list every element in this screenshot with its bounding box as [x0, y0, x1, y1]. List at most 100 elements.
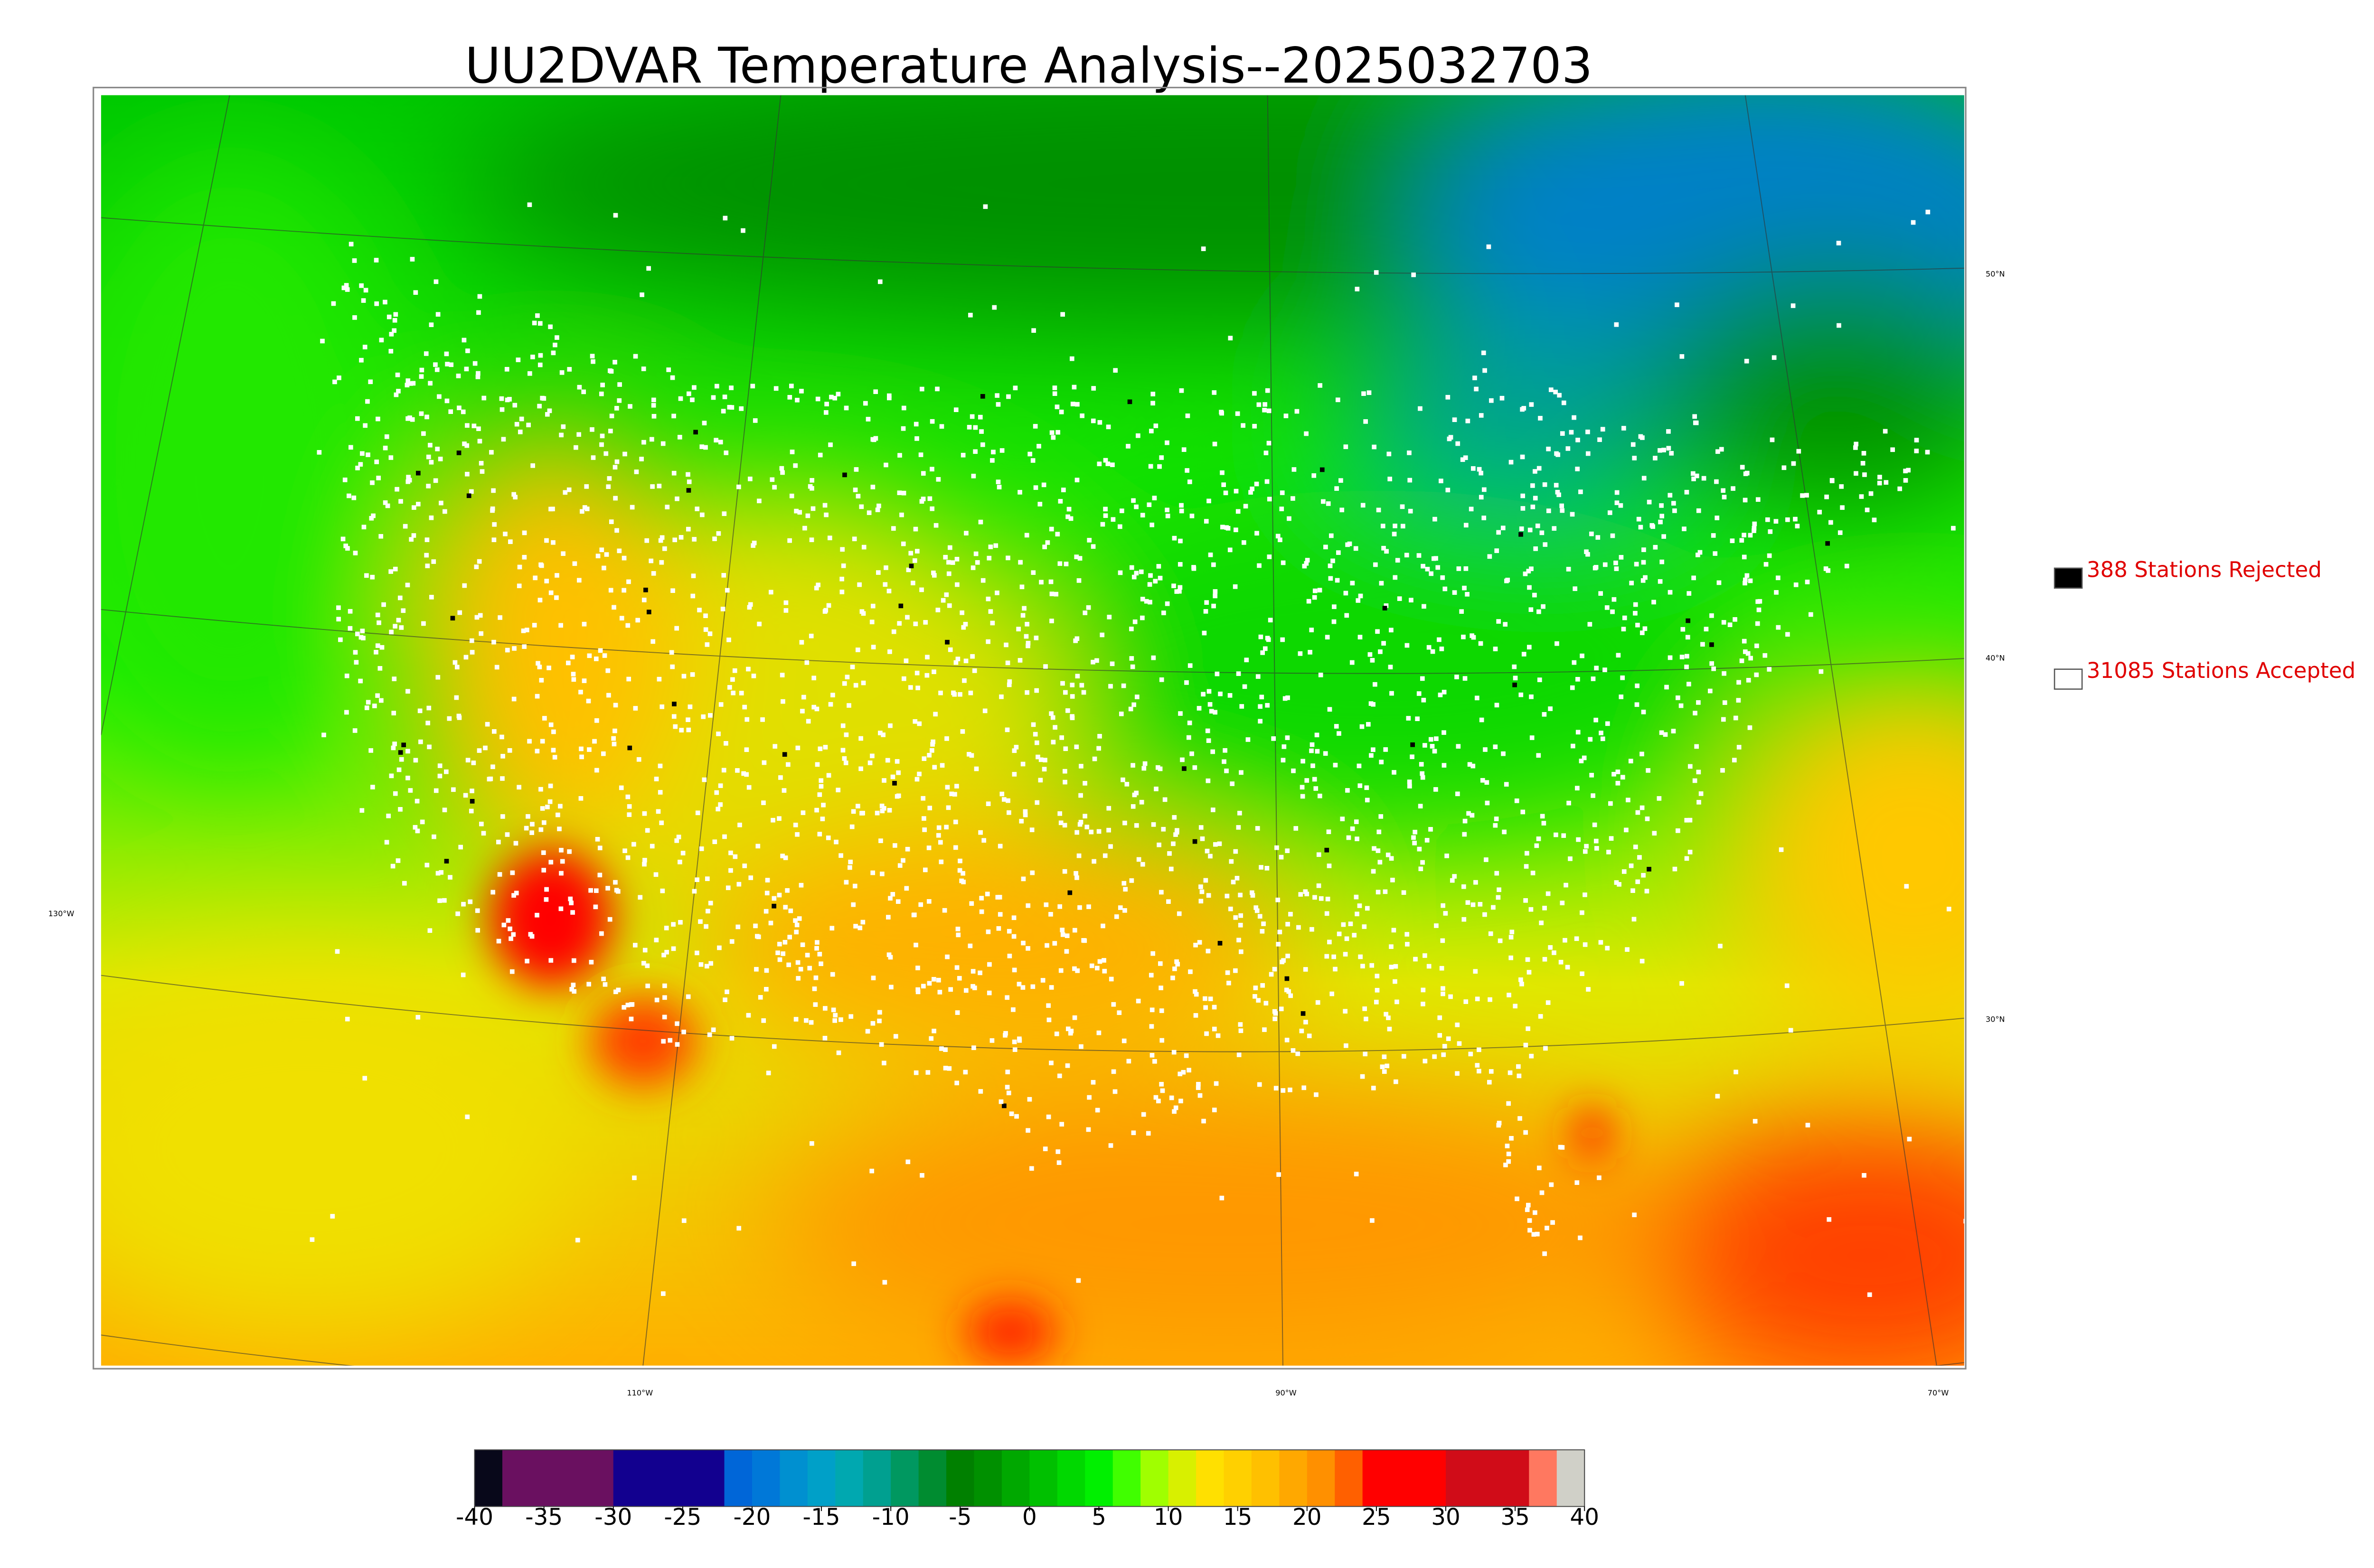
station-accepted: [680, 851, 686, 855]
station-accepted: [597, 845, 603, 851]
station-accepted: [653, 872, 659, 877]
station-accepted: [904, 886, 909, 891]
station-accepted: [829, 394, 834, 400]
station-accepted: [1318, 383, 1323, 388]
station-accepted: [530, 822, 535, 826]
station-accepted: [629, 1002, 634, 1007]
station-accepted: [921, 796, 926, 801]
station-accepted: [1307, 1033, 1312, 1038]
station-accepted: [1516, 1064, 1521, 1069]
station-accepted: [761, 1018, 766, 1023]
station-accepted: [1174, 959, 1179, 964]
station-accepted: [955, 1010, 960, 1015]
station-accepted: [1404, 932, 1410, 937]
station-accepted: [1687, 817, 1693, 823]
station-accepted: [1680, 627, 1686, 632]
station-accepted: [914, 436, 919, 441]
station-accepted: [1121, 1038, 1127, 1043]
station-accepted: [937, 990, 942, 995]
colorbar-segment: [1501, 1450, 1530, 1507]
station-accepted: [1421, 563, 1425, 569]
station-accepted: [1558, 959, 1564, 965]
station-accepted: [662, 546, 667, 551]
station-accepted: [1231, 880, 1236, 884]
station-accepted: [1298, 892, 1303, 897]
station-accepted: [948, 987, 953, 992]
station-accepted: [1026, 640, 1031, 646]
station-rejected: [782, 752, 787, 757]
station-accepted: [548, 783, 553, 789]
station-accepted: [1260, 650, 1265, 655]
station-accepted: [1234, 488, 1239, 494]
station-accepted: [720, 607, 725, 611]
colorbar-segment: [502, 1450, 531, 1507]
station-accepted: [906, 567, 911, 573]
station-accepted: [1484, 857, 1488, 862]
station-accepted: [724, 741, 728, 746]
station-accepted: [590, 427, 594, 432]
station-accepted: [961, 625, 966, 630]
station-accepted: [932, 976, 936, 982]
station-accepted: [1319, 896, 1324, 901]
station-accepted: [1233, 584, 1238, 589]
station-accepted: [1676, 828, 1680, 833]
station-accepted: [544, 887, 549, 892]
station-accepted: [1293, 826, 1299, 831]
station-accepted: [1184, 680, 1189, 685]
station-accepted: [1285, 921, 1290, 927]
station-accepted: [821, 802, 826, 807]
station-accepted: [1302, 563, 1307, 569]
station-accepted: [848, 859, 853, 864]
station-accepted: [490, 764, 495, 770]
station-accepted: [1178, 562, 1183, 567]
station-accepted: [1280, 637, 1285, 642]
station-accepted: [1062, 823, 1067, 828]
station-accepted: [890, 774, 895, 779]
station-accepted: [1840, 505, 1845, 510]
station-accepted: [1736, 698, 1741, 703]
station-accepted: [1528, 607, 1534, 612]
station-accepted: [671, 922, 676, 927]
station-accepted: [969, 753, 974, 758]
station-accepted: [832, 395, 838, 401]
station-accepted: [310, 1237, 315, 1242]
station-accepted: [594, 768, 599, 773]
colorbar-segment: [1140, 1450, 1169, 1507]
station-accepted: [814, 706, 820, 712]
station-accepted: [1692, 414, 1697, 419]
station-accepted: [772, 485, 777, 490]
station-accepted: [929, 1036, 934, 1041]
station-accepted: [1253, 994, 1257, 999]
station-accepted: [1722, 495, 1727, 499]
station-accepted: [657, 483, 662, 488]
station-accepted: [844, 732, 849, 737]
station-accepted: [1159, 677, 1164, 682]
station-accepted: [955, 927, 961, 931]
station-accepted: [1203, 996, 1207, 1001]
station-accepted: [768, 920, 773, 926]
station-accepted: [349, 445, 353, 450]
station-accepted: [1238, 1022, 1243, 1027]
station-accepted: [1473, 969, 1478, 974]
station-accepted: [1037, 502, 1043, 507]
station-accepted: [1378, 649, 1383, 654]
station-accepted: [1784, 983, 1790, 988]
station-accepted: [456, 374, 461, 378]
station-accepted: [594, 657, 599, 661]
station-accepted: [419, 374, 424, 379]
station-accepted: [1606, 850, 1611, 854]
station-accepted: [582, 678, 587, 683]
station-accepted: [1781, 465, 1787, 470]
station-accepted: [1380, 524, 1385, 528]
station-accepted: [393, 791, 398, 796]
station-accepted: [1420, 771, 1425, 776]
station-accepted: [1333, 967, 1338, 972]
station-accepted: [1628, 759, 1633, 764]
station-accepted: [1687, 850, 1693, 854]
station-rejected: [1284, 976, 1290, 981]
station-accepted: [1641, 547, 1646, 552]
station-accepted: [645, 828, 650, 833]
station-accepted: [671, 413, 676, 419]
station-accepted: [1179, 388, 1184, 393]
station-accepted: [1230, 781, 1235, 786]
